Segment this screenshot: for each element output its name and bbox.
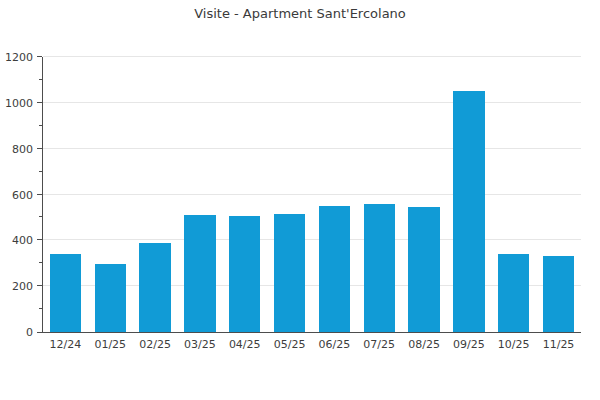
y-tick-label: 1000 [1,97,33,108]
bar-12/24 [50,254,81,332]
bar-11/25 [543,256,574,332]
y-tick [37,194,42,195]
x-tick-label: 09/25 [446,338,491,351]
y-tick [37,56,42,57]
bar-05/25 [274,214,305,332]
bar-slot [267,57,312,332]
x-tick-label: 06/25 [312,338,357,351]
bar-03/25 [184,215,215,332]
bar-slot [312,57,357,332]
bar-slot [536,57,581,332]
bar-07/25 [364,204,395,332]
y-minor-tick [39,216,42,217]
x-tick-label: 04/25 [222,338,267,351]
x-tick-label: 08/25 [402,338,447,351]
y-minor-tick [39,308,42,309]
bar-slot [88,57,133,332]
bar-09/25 [453,91,484,332]
plot-area: 020040060080010001200 [42,57,581,333]
bar-chart: Visite - Apartment Sant'Ercolano 0200400… [0,0,600,400]
bar-10/25 [498,254,529,332]
y-minor-tick [39,125,42,126]
y-minor-tick [39,262,42,263]
bar-01/25 [95,264,126,332]
y-tick [37,332,42,333]
bar-slot [357,57,402,332]
bar-slot [222,57,267,332]
x-tick-label: 12/24 [43,338,88,351]
y-tick-label: 400 [1,235,33,246]
x-axis-labels: 12/2401/2502/2503/2504/2505/2506/2507/25… [43,338,581,351]
y-tick [37,285,42,286]
bar-slot [133,57,178,332]
y-tick-label: 600 [1,189,33,200]
bar-slot [491,57,536,332]
bar-series [43,57,581,332]
x-tick-label: 10/25 [491,338,536,351]
y-tick [37,239,42,240]
y-tick [37,102,42,103]
bar-06/25 [319,206,350,332]
y-tick-label: 1200 [1,52,33,63]
bar-slot [43,57,88,332]
bar-slot [446,57,491,332]
bar-08/25 [408,207,439,332]
bar-04/25 [229,216,260,332]
bar-slot [402,57,447,332]
x-tick-label: 02/25 [133,338,178,351]
x-tick-label: 03/25 [177,338,222,351]
y-tick-label: 800 [1,143,33,154]
x-tick-label: 11/25 [536,338,581,351]
bar-slot [177,57,222,332]
y-tick-label: 200 [1,281,33,292]
y-tick-label: 0 [1,327,33,338]
x-tick-label: 05/25 [267,338,312,351]
x-tick-label: 01/25 [88,338,133,351]
y-minor-tick [39,171,42,172]
y-minor-tick [39,79,42,80]
y-tick [37,148,42,149]
chart-title: Visite - Apartment Sant'Ercolano [0,6,600,21]
bar-02/25 [139,243,170,332]
x-tick-label: 07/25 [357,338,402,351]
